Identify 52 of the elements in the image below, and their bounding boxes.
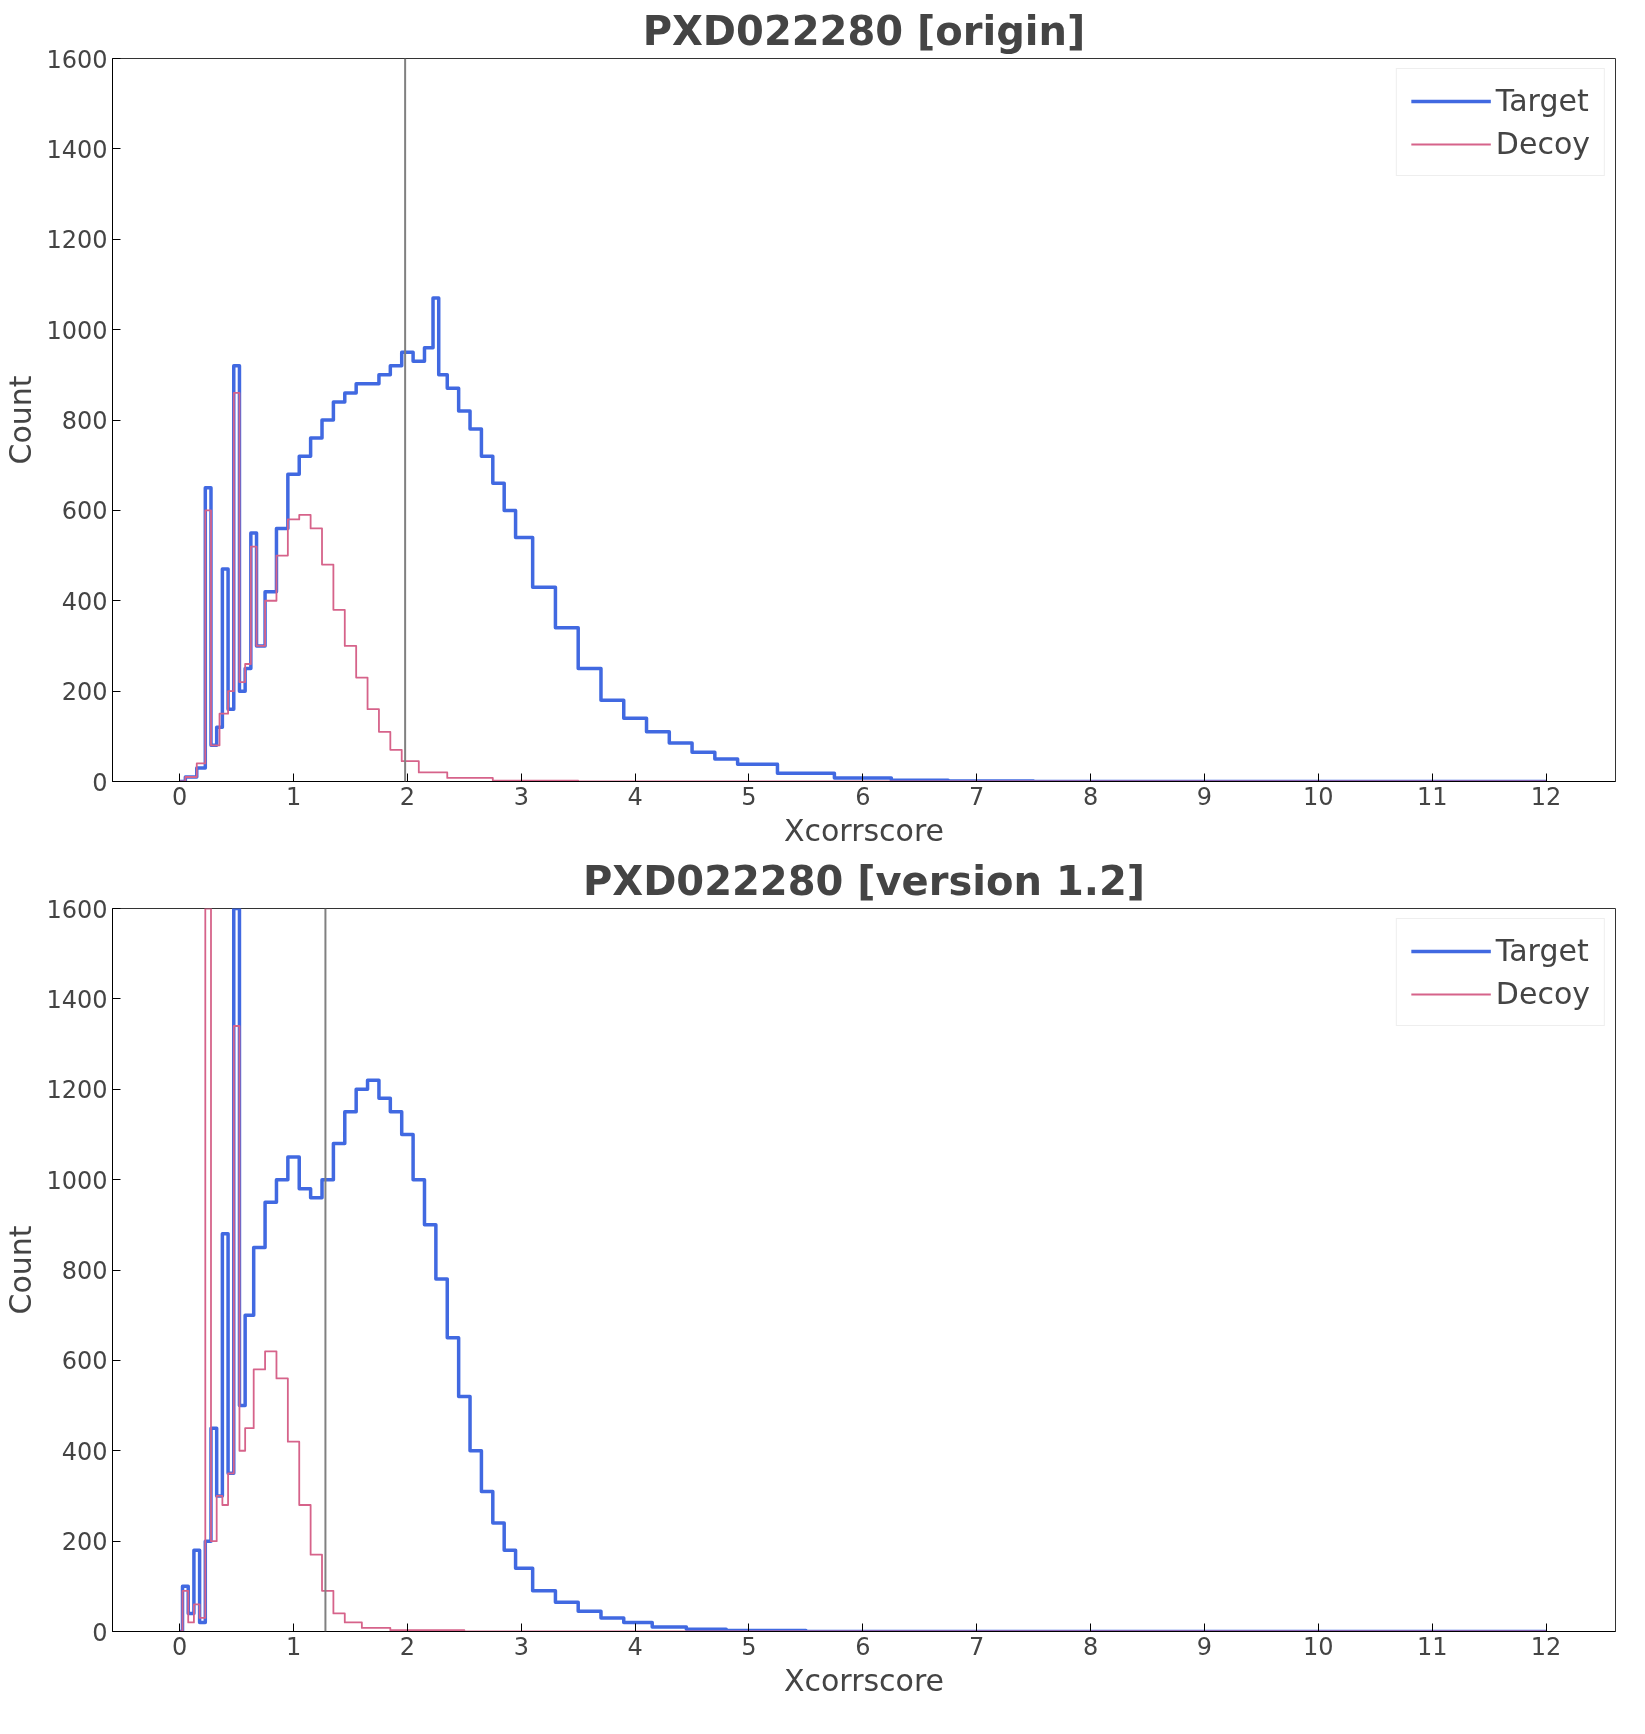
y-tick-label: 1200 — [46, 226, 108, 255]
x-tick-label: 6 — [855, 782, 871, 811]
y-tick-label: 1600 — [46, 45, 108, 74]
x-axis-title: Xcorrscore — [783, 1662, 945, 1698]
y-axis-title: Count — [3, 1225, 39, 1315]
x-tick-label: 6 — [855, 1632, 871, 1661]
y-tick-label: 200 — [61, 1528, 108, 1557]
x-tick-label: 10 — [1303, 1632, 1334, 1661]
x-tick-label: 9 — [1196, 1632, 1213, 1661]
chart-title: PXD022280 [origin] — [642, 7, 1086, 54]
x-tick-label: 12 — [1530, 1632, 1562, 1661]
x-tick-label: 4 — [627, 782, 643, 811]
x-tick-label: 10 — [1303, 782, 1334, 811]
x-tick-label: 0 — [172, 1632, 188, 1661]
y-tick-label: 1400 — [46, 135, 108, 164]
y-tick-label: 1000 — [46, 1166, 108, 1195]
x-tick-label: 11 — [1416, 782, 1448, 811]
chart-title: PXD022280 [version 1.2] — [582, 857, 1146, 904]
y-tick-label: 1200 — [46, 1076, 108, 1105]
x-tick-label: 3 — [513, 782, 529, 811]
x-tick-label: 5 — [741, 1632, 757, 1661]
x-tick-label: 4 — [627, 1632, 643, 1661]
x-tick-label: 1 — [285, 1632, 302, 1661]
x-tick-label: 2 — [399, 1632, 416, 1661]
legend-label: Target — [1495, 83, 1589, 118]
x-tick-label: 9 — [1196, 782, 1213, 811]
y-tick-label: 200 — [61, 678, 108, 707]
y-axis-title: Count — [3, 375, 39, 465]
y-tick-label: 600 — [61, 1347, 108, 1376]
x-tick-label: 3 — [513, 1632, 529, 1661]
x-tick-label: 5 — [741, 782, 757, 811]
y-tick-label: 400 — [61, 587, 108, 616]
legend-label: Decoy — [1495, 976, 1590, 1011]
x-tick-label: 8 — [1082, 782, 1099, 811]
legend-label: Decoy — [1495, 126, 1590, 161]
y-tick-label: 400 — [61, 1437, 108, 1466]
x-tick-label: 8 — [1082, 1632, 1099, 1661]
y-tick-label: 1400 — [46, 985, 108, 1014]
x-tick-label: 7 — [969, 1632, 985, 1661]
x-tick-label: 1 — [285, 782, 302, 811]
x-tick-label: 12 — [1530, 782, 1562, 811]
y-tick-label: 1000 — [46, 316, 108, 345]
x-tick-label: 0 — [172, 782, 188, 811]
y-tick-label: 800 — [61, 1257, 108, 1285]
x-axis-title: Xcorrscore — [783, 812, 945, 848]
y-tick-label: 800 — [61, 407, 108, 435]
y-tick-label: 600 — [61, 497, 108, 526]
x-tick-label: 2 — [399, 782, 416, 811]
x-tick-label: 11 — [1416, 1632, 1448, 1661]
x-tick-label: 7 — [969, 782, 985, 811]
legend-label: Target — [1495, 933, 1589, 968]
y-tick-label: 1600 — [46, 895, 108, 924]
